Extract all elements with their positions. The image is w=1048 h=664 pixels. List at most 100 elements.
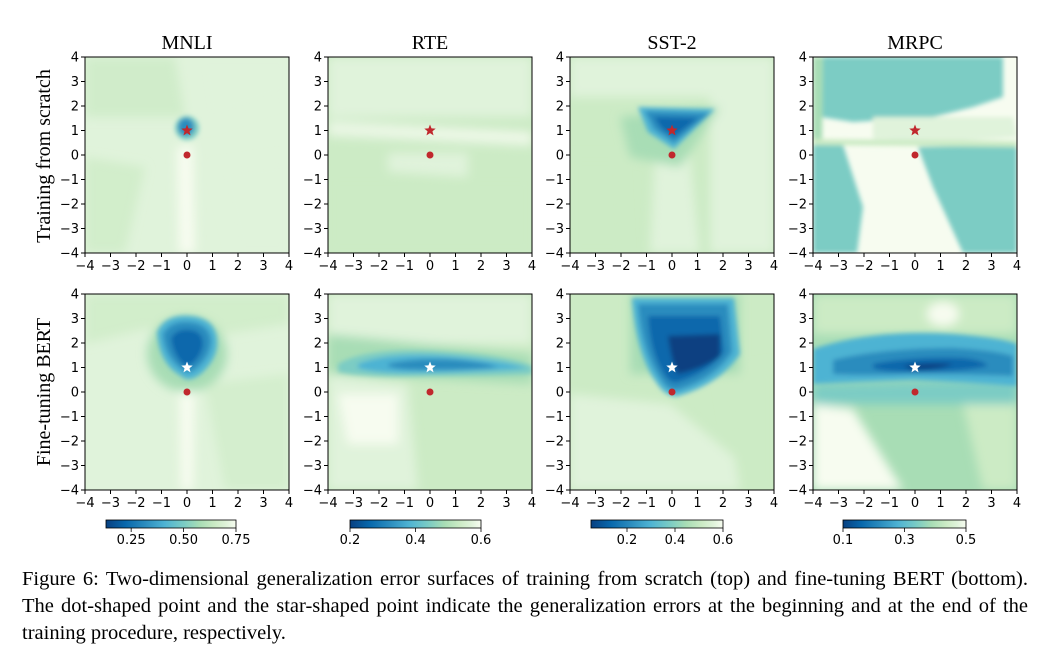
x-tick-label: 2 (234, 259, 242, 274)
y-tick-label: 4 (556, 288, 564, 303)
x-tick-label: 1 (936, 259, 944, 274)
x-tick-label: −1 (152, 496, 171, 511)
x-tick-label: 3 (987, 259, 995, 274)
x-tick-label: 0 (911, 496, 919, 511)
y-tick-label: −1 (788, 173, 807, 188)
y-tick-label: −4 (788, 484, 807, 499)
y-tick-label: −2 (60, 198, 79, 213)
y-tick-label: 3 (799, 312, 807, 327)
y-tick-label: 3 (71, 75, 79, 90)
x-tick-label: 0 (183, 496, 191, 511)
x-tick-label: −2 (126, 496, 145, 511)
y-tick-label: 2 (556, 337, 564, 352)
colorbar-tick-label: 0.2 (340, 533, 361, 548)
y-tick-label: 4 (71, 51, 79, 66)
panel-title: RTE (412, 32, 449, 54)
x-tick-label: 0 (426, 259, 434, 274)
y-tick-label: −1 (788, 410, 807, 425)
y-tick-label: −4 (545, 247, 564, 262)
panel-rte-scratch: RTE −4 −3 −2 −1 0 1 2 3 4 4 3 2 1 0 −1 −2 −3 −4 (303, 32, 536, 274)
row-label-bottom: Fine-tuning BERT (33, 318, 55, 466)
x-tick-label: −3 (586, 259, 605, 274)
x-tick-label: 0 (668, 496, 676, 511)
y-tick-label: 0 (314, 149, 322, 164)
end-point-star (181, 124, 193, 136)
x-tick-label: −2 (369, 259, 388, 274)
y-tick-label: 2 (314, 337, 322, 352)
panel-title: MNLI (161, 32, 212, 54)
start-point-marker (668, 388, 676, 396)
x-tick-label: −3 (101, 259, 120, 274)
y-tick-label: −3 (303, 459, 322, 474)
colorbar-rte: 0.2 0.4 0.6 (340, 519, 491, 548)
y-tick-label: 2 (799, 337, 807, 352)
y-tick-label: −3 (545, 222, 564, 237)
y-tick-label: 1 (556, 124, 564, 139)
y-tick-label: −2 (60, 435, 79, 450)
caption-label: Figure 6: (22, 568, 99, 590)
x-tick-label: 1 (693, 496, 701, 511)
x-tick-label: 3 (259, 259, 267, 274)
x-tick-label: −3 (586, 496, 605, 511)
y-tick-label: −2 (545, 198, 564, 213)
colorbar-mnli: 0.25 0.50 0.75 (105, 519, 251, 548)
colorbar-tick-label: 0.4 (405, 533, 426, 548)
y-tick-label: −4 (545, 484, 564, 499)
colorbar-tick-label: 0.75 (222, 533, 251, 548)
y-tick-label: −3 (60, 459, 79, 474)
x-tick-label: 4 (285, 496, 293, 511)
x-tick-label: −1 (395, 259, 414, 274)
y-tick-label: 0 (556, 386, 564, 401)
start-point-marker (183, 151, 191, 159)
y-tick-label: 0 (556, 149, 564, 164)
x-tick-label: −4 (318, 259, 337, 274)
x-tick-label: −3 (829, 259, 848, 274)
caption-text: Two-dimensional generalization error sur… (22, 568, 1028, 644)
y-tick-label: 3 (314, 312, 322, 327)
colorbar-tick-label: 0.6 (713, 533, 734, 548)
y-tick-label: 0 (799, 149, 807, 164)
start-point-marker (911, 151, 919, 159)
end-point-star (181, 361, 193, 373)
x-tick-label: −2 (854, 259, 873, 274)
x-tick-label: 3 (987, 496, 995, 511)
panel-sst2-scratch: SST-2 −4 −3 −2 −1 0 1 2 3 4 4 3 2 1 0 −1 −2 −3 −4 (545, 32, 778, 274)
colorbar-tick-label: 0.2 (617, 533, 638, 548)
start-point-marker (426, 151, 434, 159)
y-tick-label: −1 (545, 410, 564, 425)
panel-sst2-finetune: −4 −3 −2 −1 0 1 2 3 4 4 3 2 1 0 −1 −2 −3 −4 (545, 288, 778, 512)
y-tick-label: −3 (545, 459, 564, 474)
y-tick-label: 4 (799, 288, 807, 303)
y-tick-label: −2 (303, 198, 322, 213)
y-tick-label: −4 (60, 484, 79, 499)
x-tick-label: 1 (693, 259, 701, 274)
y-tick-label: −4 (788, 247, 807, 262)
start-point-marker (426, 388, 434, 396)
y-tick-label: 4 (71, 288, 79, 303)
figure-grid: Training from scratch Fine-tuning BERT M… (33, 32, 1021, 548)
x-tick-label: 3 (744, 259, 752, 274)
end-point-star (909, 124, 921, 136)
end-point-star (424, 361, 436, 373)
x-tick-label: 4 (770, 259, 778, 274)
panel-title: SST-2 (647, 32, 696, 54)
end-point-star (424, 124, 436, 136)
colorbar-tick-label: 0.1 (833, 533, 854, 548)
x-tick-label: −1 (880, 496, 899, 511)
y-tick-label: −1 (60, 173, 79, 188)
x-tick-label: −1 (152, 259, 171, 274)
x-tick-label: −3 (344, 259, 363, 274)
y-tick-label: −1 (303, 410, 322, 425)
x-tick-label: 3 (744, 496, 752, 511)
y-tick-label: −2 (303, 435, 322, 450)
y-tick-label: 2 (314, 100, 322, 115)
y-tick-label: 1 (799, 361, 807, 376)
x-tick-label: 4 (1013, 259, 1021, 274)
y-tick-label: −2 (545, 435, 564, 450)
colorbar-tick-label: 0.25 (117, 533, 146, 548)
panel-mrpc-scratch: MRPC −4 −3 −2 −1 0 1 2 3 4 4 3 2 1 0 −1 −2 −3 −4 (788, 32, 1021, 274)
y-tick-label: −1 (545, 173, 564, 188)
y-tick-label: 2 (799, 100, 807, 115)
x-tick-label: 2 (477, 259, 485, 274)
x-tick-label: 2 (477, 496, 485, 511)
